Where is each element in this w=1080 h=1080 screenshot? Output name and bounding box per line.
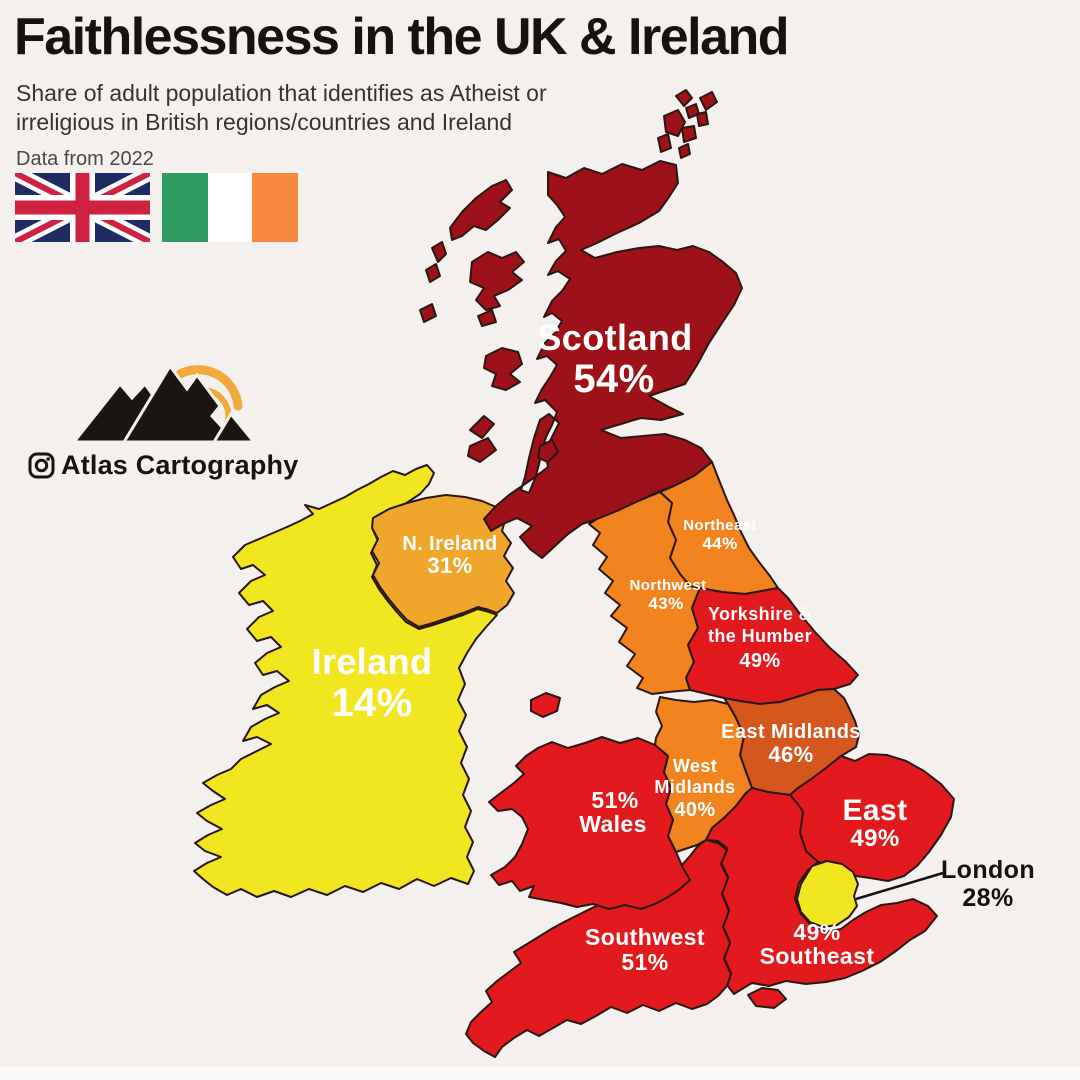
ireland-flag-green <box>162 173 208 242</box>
label-northwest-value: 43% <box>648 594 683 613</box>
island-mull <box>483 347 523 391</box>
label-ireland-name: Ireland <box>312 641 433 682</box>
island-barra <box>419 303 437 323</box>
island-uist-north <box>431 241 447 263</box>
label-ireland-value: 14% <box>331 681 412 725</box>
label-yorkshire-name-1: Yorkshire & <box>708 604 812 624</box>
label-northwest-name: Northwest <box>630 577 707 594</box>
uk-flag-red-cross <box>15 173 150 242</box>
map-labels: Scotland 54% Ireland 14% N. Ireland 31% … <box>312 317 1035 975</box>
island-orkney-5 <box>678 143 691 159</box>
region-wales <box>488 736 691 910</box>
label-n-ireland-name: N. Ireland <box>402 533 497 555</box>
subtitle-line1: Share of adult population that identifie… <box>16 79 547 106</box>
region-northwest <box>588 491 701 695</box>
ireland-flag <box>162 173 298 242</box>
label-yorkshire-name-2: the Humber <box>708 626 812 646</box>
island-uist-south <box>425 263 441 283</box>
uk-flag <box>15 173 150 242</box>
label-west-midlands-name-1: West <box>673 756 717 776</box>
ireland-flag-orange <box>252 173 298 242</box>
footer-strip <box>0 1067 1080 1080</box>
region-ireland <box>193 464 498 898</box>
ireland-flag-white <box>208 173 252 242</box>
label-east-midlands-name: East Midlands <box>721 721 861 743</box>
label-west-midlands-name-2: Midlands <box>654 777 735 797</box>
region-london <box>796 860 859 928</box>
island-rum <box>477 309 497 327</box>
label-southeast-value: 49% <box>793 919 840 945</box>
label-london-name: London <box>941 856 1035 884</box>
label-southwest-value: 51% <box>621 949 668 975</box>
island-orkney-2 <box>696 111 709 127</box>
island-shetland-1 <box>675 89 693 107</box>
island-orkney-3 <box>681 125 697 143</box>
island-jura <box>469 415 495 439</box>
label-wales-name: Wales <box>579 811 647 837</box>
london-callout-line <box>855 871 944 901</box>
label-east-name: East <box>843 794 908 827</box>
island-skye <box>469 251 525 311</box>
label-west-midlands-value: 40% <box>674 799 715 821</box>
label-east-midlands-value: 46% <box>768 742 813 767</box>
label-east-value: 49% <box>850 825 899 852</box>
label-yorkshire-value: 49% <box>739 650 780 672</box>
label-london-value: 28% <box>962 884 1013 912</box>
mountain-right-ridge <box>211 411 258 444</box>
island-orkney-4 <box>657 133 672 153</box>
label-wales-value: 51% <box>591 787 638 813</box>
island-arran <box>537 439 559 463</box>
sun-arc-outer <box>175 365 243 411</box>
subtitle: Share of adult population that identifie… <box>16 79 788 139</box>
label-southwest-name: Southwest <box>585 924 705 950</box>
data-note: Data from 2022 <box>16 148 154 171</box>
island-isle-of-wight <box>747 987 787 1009</box>
label-n-ireland-value: 31% <box>427 553 472 578</box>
header: Faithlessness in the UK & Ireland Share … <box>14 8 790 171</box>
island-shetland-2 <box>699 91 718 111</box>
instagram-icon <box>28 452 55 479</box>
branding-handle: Atlas Cartography <box>28 450 298 481</box>
subtitle-line2: irreligious in British regions/countries… <box>16 109 513 136</box>
label-scotland-value: 54% <box>573 357 654 401</box>
label-northeast-value: 44% <box>702 534 737 553</box>
scotland-islands <box>419 89 718 463</box>
region-northern-ireland <box>371 494 515 628</box>
handle-text: Atlas Cartography <box>61 450 299 480</box>
page-title: Faithlessness in the UK & Ireland <box>14 8 790 66</box>
label-southeast-name: Southeast <box>760 943 875 969</box>
island-islay <box>467 437 497 463</box>
island-anglesey <box>530 692 561 718</box>
label-northeast-name: Northeast <box>683 517 757 534</box>
label-scotland-name: Scotland <box>537 317 692 358</box>
island-lewis <box>449 179 513 241</box>
mountain-sun-logo <box>70 363 258 444</box>
